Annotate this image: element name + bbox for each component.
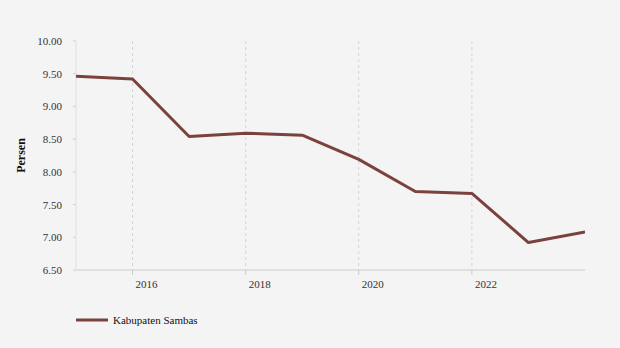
tick-mark bbox=[471, 270, 472, 275]
plot-area bbox=[76, 76, 585, 242]
y-tick-label: 6.50 bbox=[43, 264, 63, 276]
grid-line bbox=[471, 41, 472, 270]
y-tick-label: 7.50 bbox=[43, 199, 63, 211]
legend-swatch bbox=[76, 319, 108, 322]
legend-label: Kabupaten Sambas bbox=[113, 314, 198, 326]
x-tick-label: 2020 bbox=[362, 278, 385, 290]
grid-line bbox=[245, 41, 246, 270]
tick-mark bbox=[245, 270, 246, 275]
x-axis bbox=[76, 270, 585, 271]
grid-line bbox=[358, 41, 359, 270]
tick-mark bbox=[358, 270, 359, 275]
x-tick-label: 2016 bbox=[136, 278, 159, 290]
x-tick-label: 2018 bbox=[249, 278, 272, 290]
series-line bbox=[76, 76, 585, 242]
y-tick-label: 8.00 bbox=[43, 166, 63, 178]
y-tick-label: 7.00 bbox=[43, 231, 63, 243]
y-tick-label: 9.50 bbox=[43, 68, 63, 80]
grid-line bbox=[132, 41, 133, 270]
tick-mark bbox=[132, 270, 133, 275]
y-tick-label: 8.50 bbox=[43, 133, 63, 145]
chart: 2016 2018 2020 2022 6.50 7.00 7.50 8.00 8.50 9.00… bbox=[0, 0, 620, 348]
y-tick-label: 10.00 bbox=[37, 35, 62, 47]
y-tick-label: 9.00 bbox=[43, 100, 63, 112]
y-axis-label: Persen bbox=[14, 138, 28, 173]
x-tick-label: 2022 bbox=[475, 278, 497, 290]
